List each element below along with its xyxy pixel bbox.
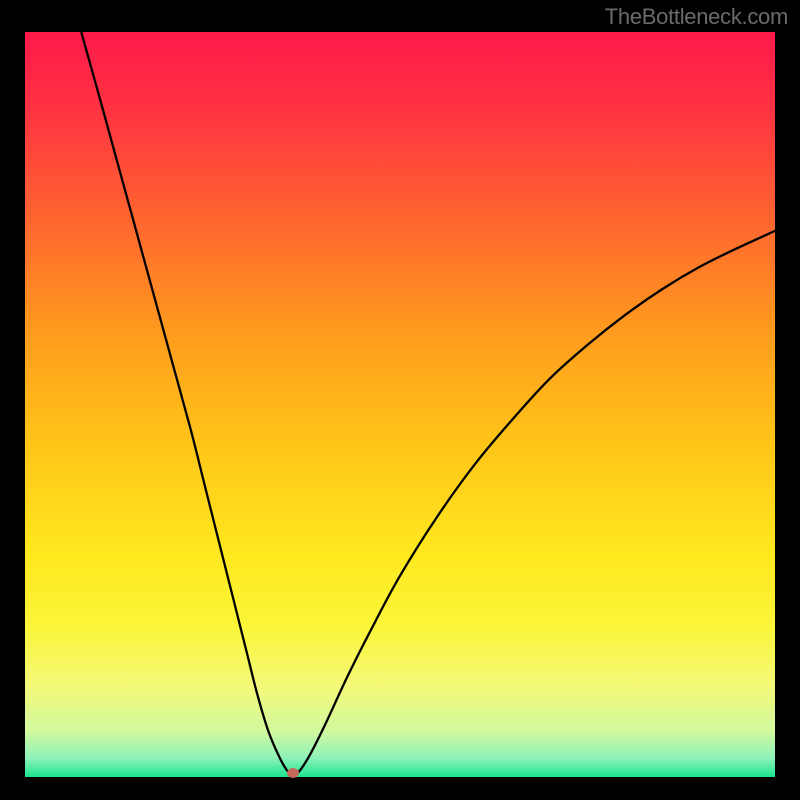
watermark-text: TheBottleneck.com [605,4,788,30]
bottleneck-curve [25,32,775,777]
plot-area [25,32,775,777]
optimum-marker [287,768,299,778]
